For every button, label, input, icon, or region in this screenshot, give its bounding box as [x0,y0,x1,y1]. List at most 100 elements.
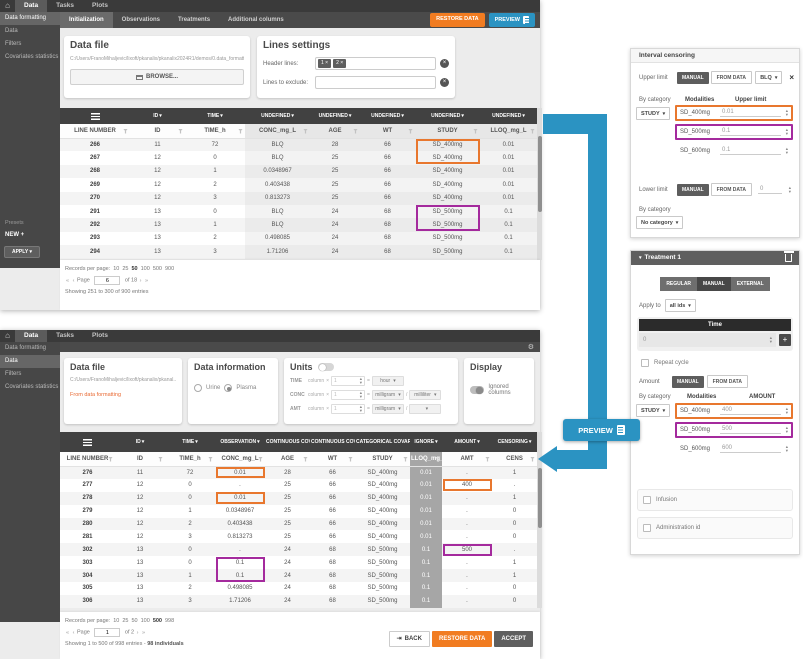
column-type-header[interactable]: TIME▾ [185,108,245,124]
category-select[interactable]: STUDY ▾ [636,404,671,417]
nav-tab-tasks[interactable]: Tasks [56,2,75,9]
from-data-formatting-link[interactable]: From data formatting [70,392,122,398]
column-type-header[interactable]: TIME▾ [165,432,215,452]
records-per-page-option[interactable]: 500 [152,266,162,272]
filter-icon[interactable] [348,456,353,462]
header-line-chip[interactable]: 2 × [333,59,347,68]
apply-to-select[interactable]: all ids ▾ [664,299,696,312]
scrollbar-thumb[interactable] [537,136,542,212]
preview-button[interactable]: PREVIEW [488,13,535,27]
upper-from-data-button[interactable]: FROM DATA [710,71,752,84]
column-header[interactable]: STUDY [415,124,480,139]
treatment-header[interactable]: ▾ Treatment 1 [631,251,799,265]
sidebar-item-data[interactable]: Data [5,28,18,34]
records-per-page-option[interactable]: 900 [165,266,175,272]
sidebar-item-data[interactable]: Data [0,355,60,368]
trash-icon[interactable] [783,251,794,262]
first-page-button[interactable]: « [66,277,70,284]
column-header[interactable]: STUDY [355,452,410,467]
filter-icon[interactable] [473,128,478,134]
administration-id-checkbox[interactable] [643,524,651,532]
scrollbar-thumb[interactable] [537,468,542,528]
home-icon[interactable]: ⌂ [5,331,10,340]
external-mode-button[interactable]: EXTERNAL [730,277,770,291]
column-type-header[interactable]: CONTINUOUS COVARIATE▾ [310,432,355,452]
filter-icon[interactable] [353,128,358,134]
column-header[interactable]: LLOQ_mg_L [410,452,442,467]
column-type-header[interactable]: UNDEFINED▾ [360,108,415,124]
column-type-header[interactable]: OBSERVATION▾ [215,432,265,452]
table-menu-button[interactable] [60,108,130,124]
close-icon[interactable]: × [789,73,794,82]
stepper-icon[interactable]: ▴ ▾ [785,108,788,117]
filter-icon[interactable] [530,128,535,134]
last-page-button[interactable]: » [145,277,149,284]
accept-button[interactable]: ACCEPT [494,630,533,647]
column-header[interactable]: CONC_mg_L [215,452,265,467]
filter-icon[interactable] [238,128,243,134]
tab-observations[interactable]: Observations [121,17,161,23]
lines-to-exclude-input[interactable] [315,76,436,89]
column-header[interactable]: TIME_h [185,124,245,139]
browse-button[interactable]: BROWSE... [70,69,244,85]
stepper-icon[interactable]: ▴ ▾ [785,444,788,453]
records-per-page-option[interactable]: 998 [165,618,175,624]
amount-from-data-button[interactable]: FROM DATA [706,375,748,388]
filter-icon[interactable] [208,456,213,462]
table-scrollbar[interactable] [537,108,542,260]
filter-icon[interactable] [303,128,308,134]
records-per-page-option[interactable]: 25 [122,618,129,624]
modality-value-input[interactable]: 400 [720,407,781,415]
sidebar-item-data-formatting[interactable]: Data formatting [5,345,47,351]
stepper-icon[interactable]: ▴ ▾ [785,127,788,136]
column-header[interactable]: LLOQ_mg_L [480,124,537,139]
nav-tab-plots[interactable]: Plots [92,2,108,9]
column-type-header[interactable]: UNDEFINED▾ [310,108,360,124]
column-type-header[interactable]: UNDEFINED▾ [415,108,480,124]
filter-icon[interactable] [435,456,440,462]
filter-icon[interactable] [178,128,183,134]
time-input[interactable]: 0 ▴ ▾ [639,333,776,347]
column-type-header[interactable]: UNDEFINED▾ [245,108,310,124]
filter-icon[interactable] [123,128,128,134]
tab-initialization[interactable]: Initialization [60,12,113,28]
manual-mode-button[interactable]: MANUAL [697,277,731,291]
records-per-page-option[interactable]: 100 [140,266,150,272]
conc-unit-select[interactable]: milligram ▾ [371,390,404,400]
blq-tag-select[interactable]: BLQ ▾ [755,71,783,84]
records-per-page-option[interactable]: 50 [131,618,138,624]
home-icon[interactable]: ⌂ [5,1,10,10]
column-header[interactable]: LINE NUMBER [60,124,130,139]
plasma-radio[interactable] [224,384,233,392]
next-page-button[interactable]: › [136,629,139,636]
column-type-header[interactable]: UNDEFINED▾ [480,108,537,124]
upper-manual-button[interactable]: MANUAL [677,71,709,84]
records-per-page-option[interactable]: 500 [152,618,162,624]
conc-unit2-select[interactable]: milliliter ▾ [409,390,442,400]
conc-factor-stepper[interactable]: 1 ▴ ▾ [331,390,366,400]
clear-header-lines-icon[interactable]: × [440,59,449,68]
modality-value-input[interactable]: 500 [720,426,781,434]
column-header[interactable]: CONC_mg_L [245,124,310,139]
page-input[interactable] [94,276,121,285]
modality-value-input[interactable]: 0.1 [720,128,781,136]
new-preset-button[interactable]: NEW + [5,232,24,238]
amt-factor-stepper[interactable]: 1 ▴ ▾ [331,404,366,414]
records-per-page-option[interactable]: 10 [113,266,120,272]
table-menu-button[interactable] [60,432,115,452]
column-type-header[interactable]: ID▾ [115,432,165,452]
add-time-button[interactable]: + [779,333,791,346]
filter-icon[interactable] [158,456,163,462]
stepper-icon[interactable]: ▴ ▾ [788,184,791,194]
records-per-page-option[interactable]: 100 [140,618,150,624]
apply-button[interactable]: APPLY ▾ [4,246,40,258]
filter-icon[interactable] [108,456,113,462]
tab-additional-columns[interactable]: Additional columns [228,17,284,23]
ignored-columns-toggle[interactable] [470,386,485,394]
column-header[interactable]: AGE [265,452,310,467]
filter-icon[interactable] [408,128,413,134]
stepper-icon[interactable]: ▴ ▾ [785,406,788,415]
restore-data-button[interactable]: RESTORE DATA [431,630,493,647]
nav-tab-data[interactable]: Data [15,0,48,12]
preview-flow-button[interactable]: PREVIEW [563,419,640,441]
